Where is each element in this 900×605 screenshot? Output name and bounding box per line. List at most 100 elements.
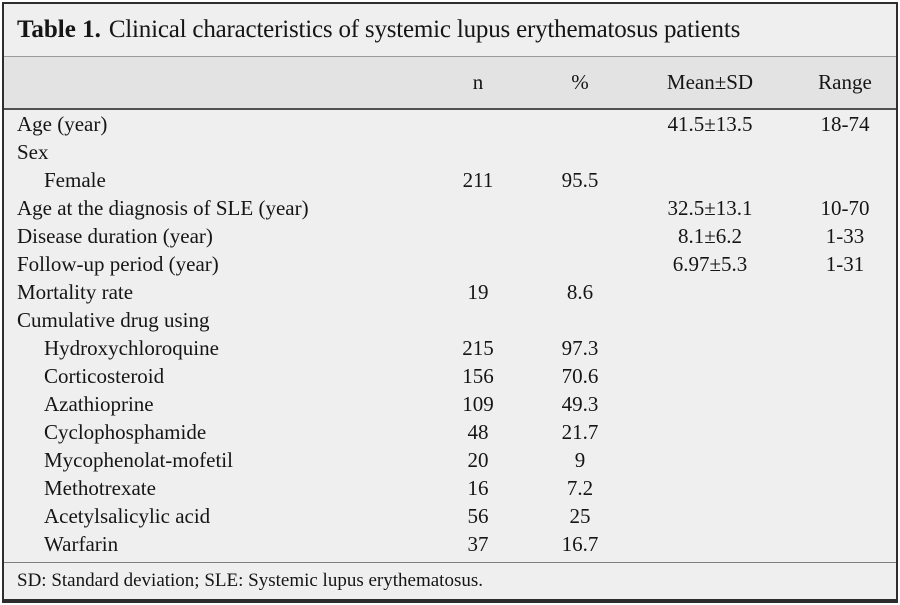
- cell-percent: 16.7: [561, 531, 599, 556]
- table-row: Warfarin 37 16.7: [4, 530, 896, 558]
- table-row: Age at the diagnosis of SLE (year) 32.5±…: [4, 194, 896, 222]
- cell-n: [422, 222, 534, 250]
- table-row: Cyclophosphamide 48 21.7: [4, 418, 896, 446]
- cell-range: [794, 362, 896, 390]
- row-label: Sex: [17, 139, 49, 164]
- cell-mean-sd: [626, 138, 794, 166]
- cell-mean-sd: [626, 166, 794, 194]
- cell-percent: [534, 194, 626, 222]
- cell-range: [794, 306, 896, 334]
- cell-n: 215: [462, 335, 494, 360]
- cell-n: 211: [462, 167, 494, 192]
- cell-mean-sd: 41.5±13.5: [667, 111, 753, 136]
- header-percent: %: [534, 56, 626, 110]
- cell-mean-sd: [626, 278, 794, 306]
- row-label: Warfarin: [44, 531, 119, 556]
- row-label: Female: [44, 167, 106, 192]
- table-row: Mortality rate 19 8.6: [4, 278, 896, 306]
- cell-mean-sd: 8.1±6.2: [677, 223, 743, 248]
- table-row: Hydroxychloroquine 215 97.3: [4, 334, 896, 362]
- cell-percent: 97.3: [561, 335, 599, 360]
- cell-range: [794, 334, 896, 362]
- table-row: Acetylsalicylic acid 56 25: [4, 502, 896, 530]
- table-row: Cumulative drug using: [4, 306, 896, 334]
- cell-range: [794, 502, 896, 530]
- table-row: Female 211 95.5: [4, 166, 896, 194]
- cell-n: [422, 194, 534, 222]
- cell-percent: 21.7: [561, 419, 599, 444]
- table-row: Azathioprine 109 49.3: [4, 390, 896, 418]
- cell-percent: 8.6: [566, 279, 594, 304]
- cell-percent: 70.6: [561, 363, 599, 388]
- row-label: Mycophenolat-mofetil: [44, 447, 233, 472]
- cell-range: [794, 530, 896, 558]
- table-footnote: SD: Standard deviation; SLE: Systemic lu…: [4, 562, 896, 599]
- row-label: Cumulative drug using: [17, 307, 210, 332]
- header-n: n: [422, 56, 534, 110]
- table-row: Methotrexate 16 7.2: [4, 474, 896, 502]
- clinical-characteristics-table: n % Mean±SD Range Age (year) 41.5±13.5 1…: [4, 56, 896, 558]
- row-label: Methotrexate: [44, 475, 156, 500]
- row-label: Azathioprine: [44, 391, 154, 416]
- row-label: Disease duration (year): [17, 223, 213, 248]
- table-row: Corticosteroid 156 70.6: [4, 362, 896, 390]
- cell-percent: 95.5: [561, 167, 599, 192]
- cell-n: 156: [462, 363, 494, 388]
- header-label-column: [4, 56, 422, 110]
- cell-range: [794, 390, 896, 418]
- cell-range: 1-33: [825, 223, 865, 248]
- cell-n: 19: [467, 279, 489, 304]
- table-number-label: Table 1.: [17, 16, 101, 43]
- table-row: Mycophenolat-mofetil 20 9: [4, 446, 896, 474]
- cell-mean-sd: [626, 474, 794, 502]
- table-header: n % Mean±SD Range: [4, 56, 896, 110]
- cell-n: [422, 306, 534, 334]
- cell-range: [794, 474, 896, 502]
- row-label: Acetylsalicylic acid: [44, 503, 211, 528]
- cell-percent: 49.3: [561, 391, 599, 416]
- cell-percent: 25: [569, 503, 591, 528]
- cell-range: [794, 278, 896, 306]
- cell-n: [422, 250, 534, 278]
- cell-range: [794, 446, 896, 474]
- row-label: Follow-up period (year): [17, 251, 219, 276]
- table-header-row: n % Mean±SD Range: [4, 56, 896, 110]
- cell-n: 48: [467, 419, 489, 444]
- cell-mean-sd: [626, 446, 794, 474]
- cell-n: 37: [467, 531, 489, 556]
- table-title: Table 1. Clinical characteristics of sys…: [4, 4, 896, 56]
- cell-range: 10-70: [820, 195, 870, 220]
- cell-percent: 7.2: [566, 475, 594, 500]
- header-mean-sd: Mean±SD: [626, 56, 794, 110]
- cell-mean-sd: 6.97±5.3: [672, 251, 748, 276]
- cell-n: 109: [462, 391, 494, 416]
- row-label: Corticosteroid: [44, 363, 165, 388]
- row-label: Cyclophosphamide: [44, 419, 207, 444]
- cell-n: [422, 138, 534, 166]
- row-label: Age at the diagnosis of SLE (year): [17, 195, 309, 220]
- cell-mean-sd: 32.5±13.1: [667, 195, 753, 220]
- cell-range: 1-31: [825, 251, 865, 276]
- cell-percent: [534, 138, 626, 166]
- cell-range: [794, 138, 896, 166]
- row-label: Mortality rate: [17, 279, 134, 304]
- cell-percent: [534, 222, 626, 250]
- cell-mean-sd: [626, 530, 794, 558]
- header-range: Range: [794, 56, 896, 110]
- cell-n: 20: [467, 447, 489, 472]
- cell-mean-sd: [626, 334, 794, 362]
- table-row: Age (year) 41.5±13.5 18-74: [4, 109, 896, 138]
- cell-n: [422, 109, 534, 138]
- row-label: Age (year): [17, 111, 108, 136]
- table-title-text: Clinical characteristics of systemic lup…: [108, 16, 741, 43]
- cell-mean-sd: [626, 306, 794, 334]
- cell-percent: [534, 109, 626, 138]
- cell-mean-sd: [626, 418, 794, 446]
- table-row: Follow-up period (year) 6.97±5.3 1-31: [4, 250, 896, 278]
- cell-mean-sd: [626, 502, 794, 530]
- cell-percent: 9: [574, 447, 586, 472]
- cell-percent: [534, 306, 626, 334]
- cell-n: 16: [467, 475, 489, 500]
- table-body: Age (year) 41.5±13.5 18-74 Sex Female 21…: [4, 109, 896, 558]
